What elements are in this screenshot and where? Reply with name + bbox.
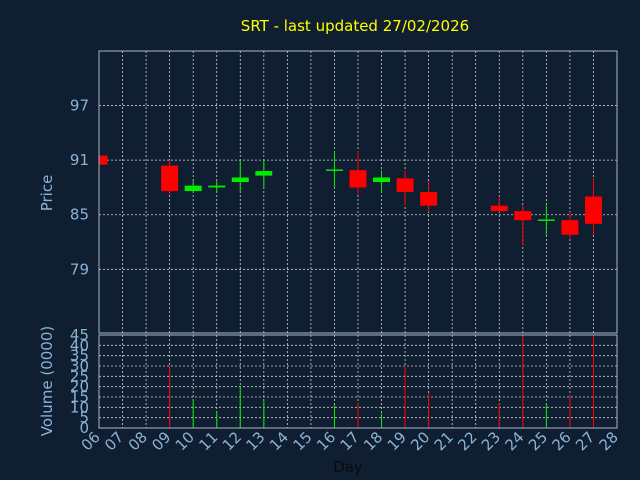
- x-axis-ticks: 0607080910111213141516171819202122232425…: [78, 428, 622, 454]
- candle: [349, 151, 367, 195]
- candle: [396, 170, 414, 206]
- volume-tick-label: 10: [70, 398, 89, 416]
- volume-tick-label: 45: [70, 326, 89, 344]
- volume-tick-label: 20: [70, 378, 89, 396]
- price-tick-label: 91: [70, 151, 89, 169]
- volume-tick-label: 0: [79, 419, 89, 437]
- candle-body: [561, 220, 579, 235]
- candle-body: [396, 178, 414, 192]
- price-tick-label: 97: [70, 97, 89, 115]
- candle-body: [537, 219, 555, 221]
- candle-body: [490, 205, 508, 212]
- candle: [231, 160, 249, 192]
- candle: [561, 212, 579, 239]
- price-tick-label: 85: [70, 206, 89, 224]
- candle: [420, 181, 438, 213]
- candle: [98, 155, 108, 165]
- x-axis-label: Day: [333, 458, 363, 476]
- candle: [490, 196, 508, 213]
- candle: [208, 181, 226, 193]
- volume-tick-label: 35: [70, 347, 89, 365]
- candle: [161, 160, 179, 195]
- volume-axis-label: Volume (0000): [38, 326, 56, 436]
- candle-body: [373, 177, 391, 182]
- candle-body: [208, 185, 226, 188]
- volume-tick-label: 15: [70, 388, 89, 406]
- volume-tick-label: 5: [79, 409, 89, 427]
- candle-body: [231, 177, 249, 182]
- candle-body: [349, 170, 367, 188]
- candle: [537, 205, 555, 235]
- chart-title: SRT - last updated 27/02/2026: [241, 17, 469, 35]
- price-panel-frame: [98, 50, 618, 334]
- candle-body: [184, 185, 202, 192]
- candle: [325, 151, 343, 188]
- price-axis-ticks: 79 85 91 97: [70, 97, 89, 279]
- price-axis-label: Price: [38, 175, 56, 212]
- volume-tick-label: 40: [70, 336, 89, 354]
- candle: [514, 205, 532, 246]
- volume-panel-frame: [98, 334, 618, 429]
- candle-body: [255, 171, 273, 176]
- candle-body: [325, 169, 343, 171]
- candle: [584, 178, 602, 235]
- volume-tick-label: 25: [70, 367, 89, 385]
- candle: [255, 160, 273, 188]
- candle-body: [420, 192, 438, 206]
- candle-body: [514, 211, 532, 221]
- price-tick-label: 79: [70, 260, 89, 278]
- candle-body: [584, 196, 602, 224]
- candle: [373, 170, 391, 193]
- volume-bars: [169, 335, 594, 428]
- candle-body: [99, 155, 108, 165]
- candle: [184, 181, 202, 193]
- volume-tick-label: 30: [70, 357, 89, 375]
- candle-body: [161, 165, 179, 192]
- candlestick-series: [98, 151, 602, 246]
